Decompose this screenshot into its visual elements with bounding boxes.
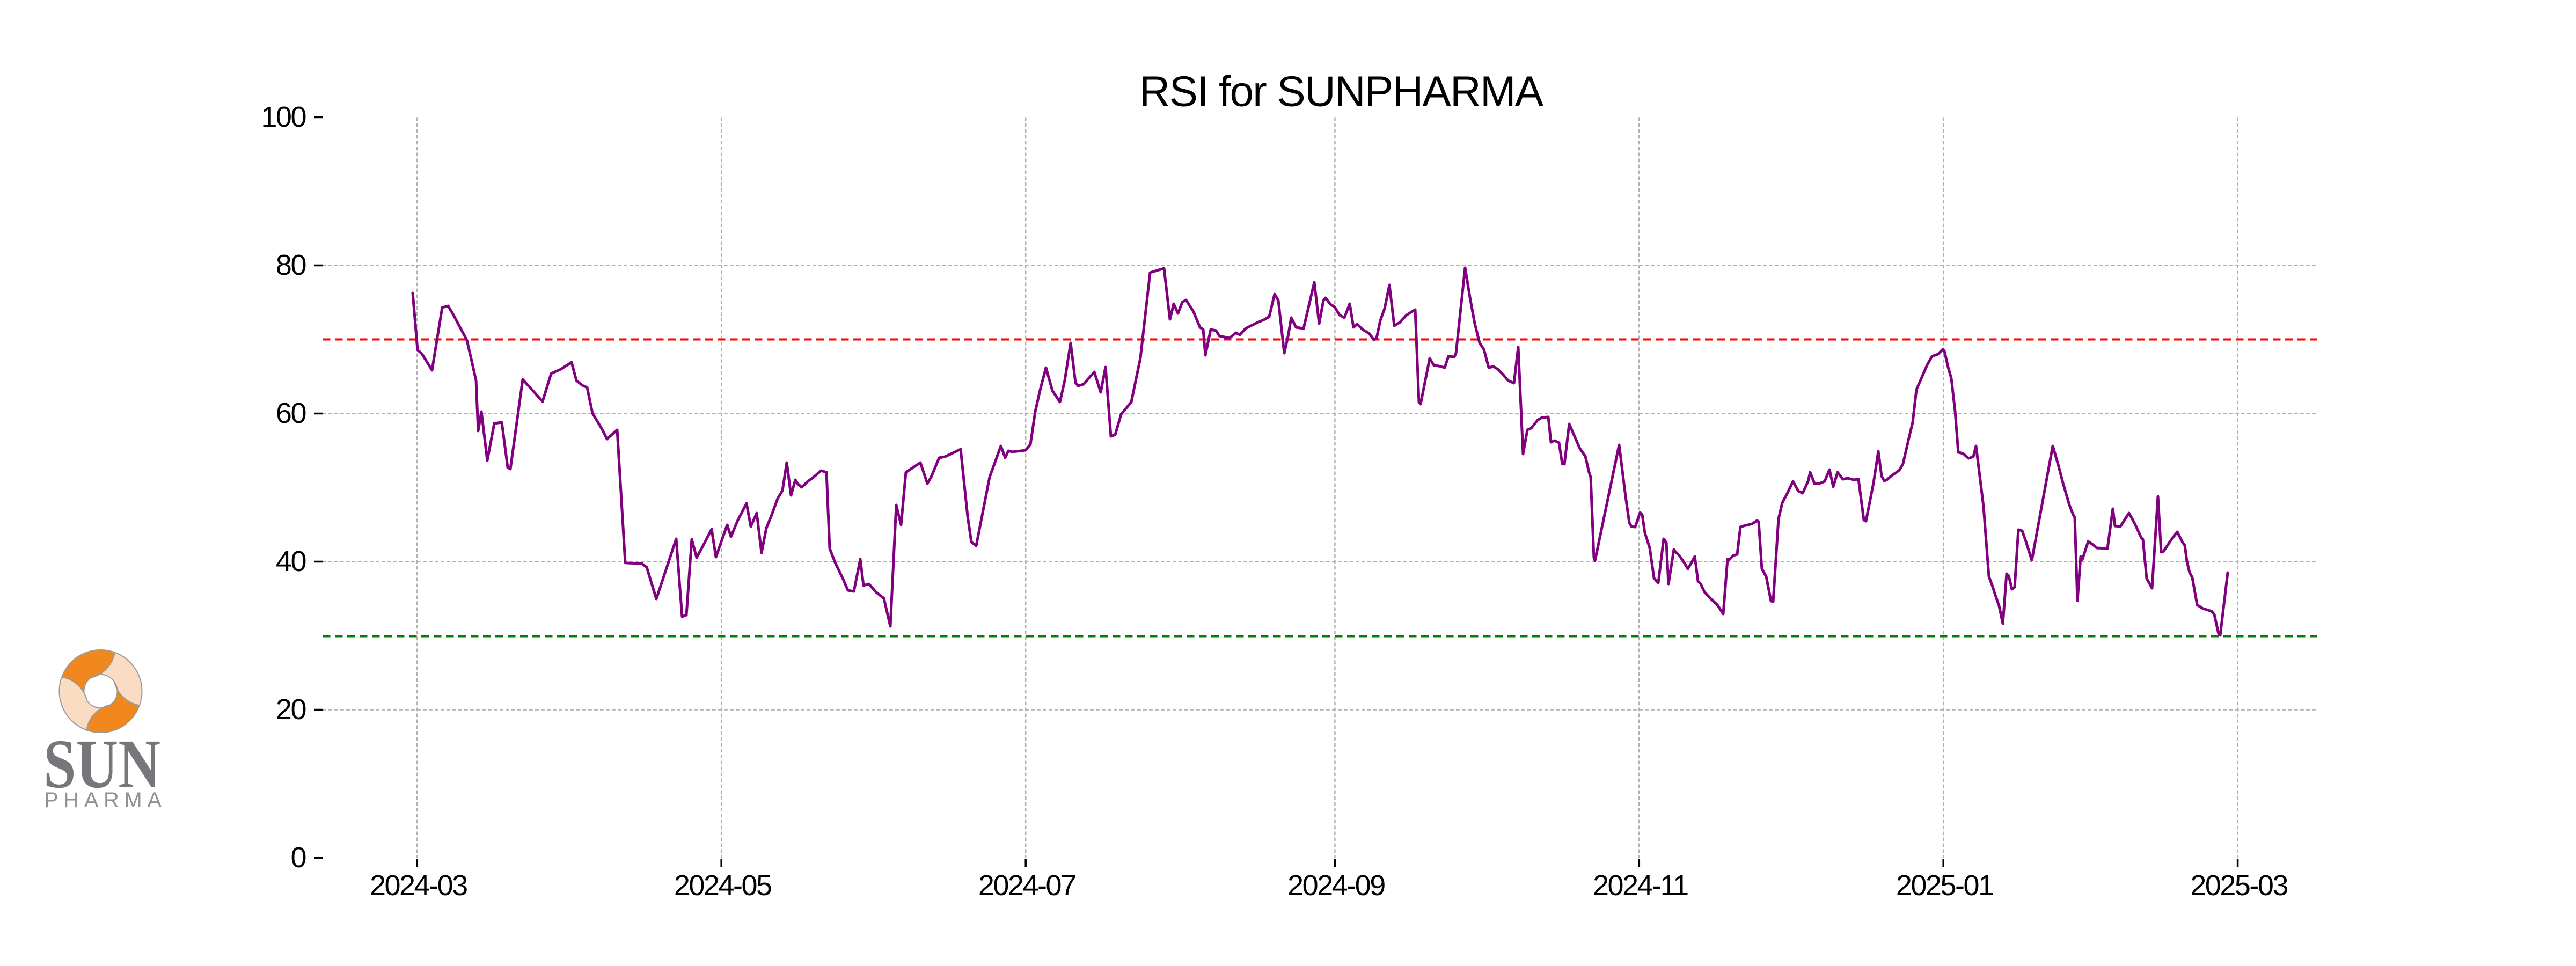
svg-text:60: 60 (276, 397, 306, 429)
svg-text:RSI for SUNPHARMA: RSI for SUNPHARMA (1139, 68, 1544, 115)
svg-text:0: 0 (290, 841, 305, 874)
svg-text:2024-09: 2024-09 (1287, 869, 1385, 902)
svg-text:40: 40 (276, 545, 306, 577)
svg-text:2024-03: 2024-03 (370, 869, 467, 902)
svg-text:20: 20 (276, 693, 306, 726)
svg-text:80: 80 (276, 249, 306, 281)
svg-text:2025-01: 2025-01 (1896, 869, 1993, 902)
svg-text:2024-11: 2024-11 (1593, 869, 1688, 902)
svg-text:2024-05: 2024-05 (674, 869, 771, 902)
svg-text:2025-03: 2025-03 (2190, 869, 2287, 902)
svg-text:2024-07: 2024-07 (978, 869, 1075, 902)
svg-text:SUN: SUN (43, 726, 160, 803)
svg-text:100: 100 (261, 101, 305, 133)
